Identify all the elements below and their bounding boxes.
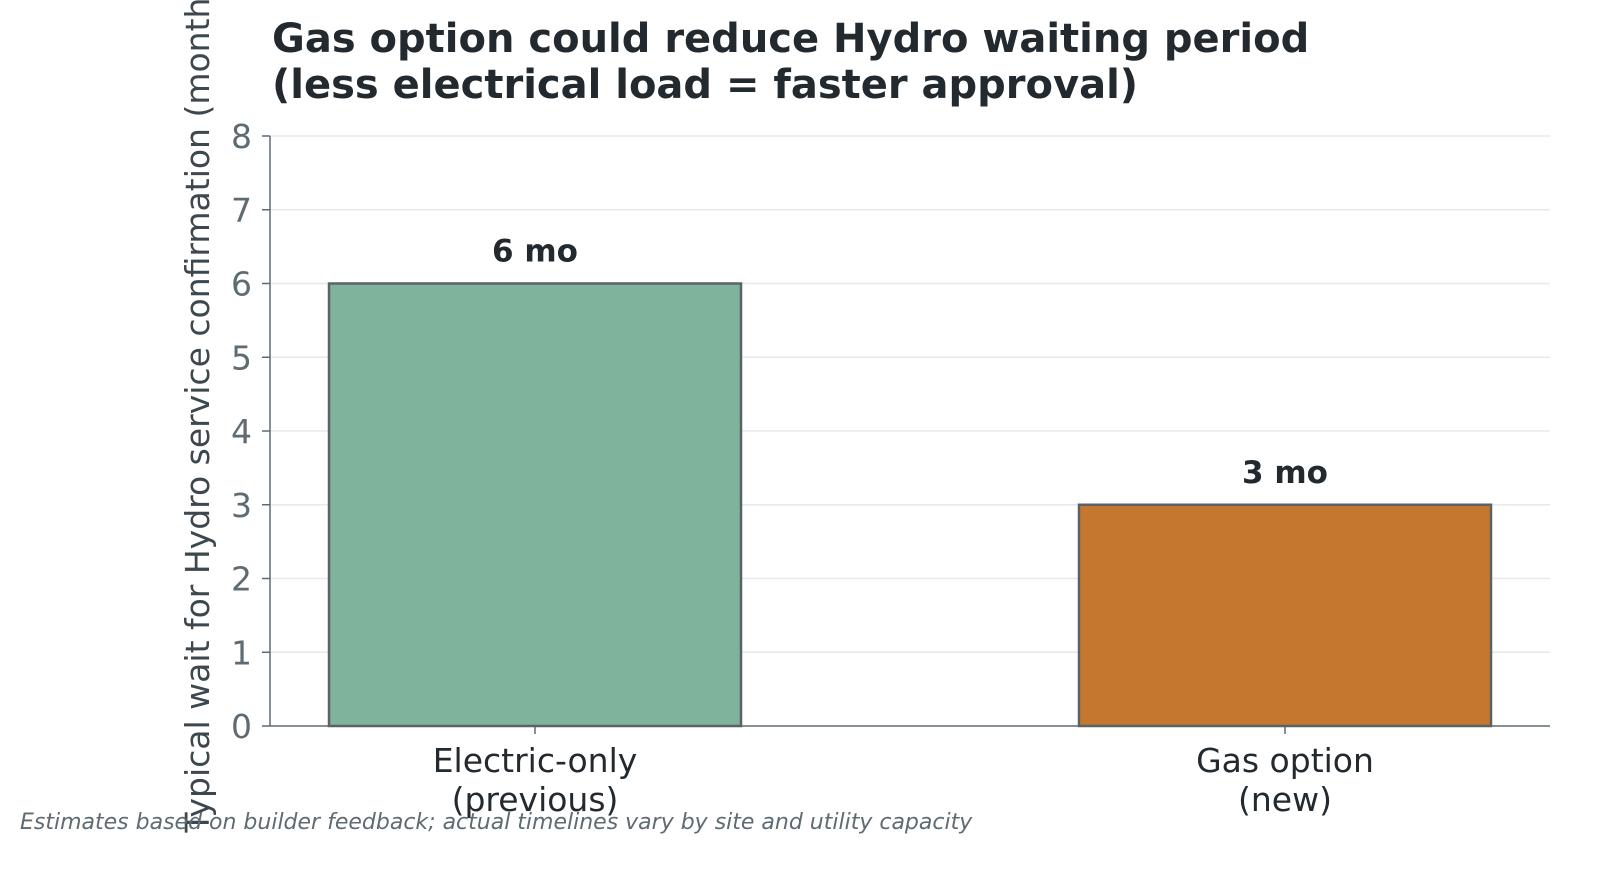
y-tick-label: 7 [231, 191, 252, 230]
footnote: Estimates based on builder feedback; act… [20, 810, 973, 835]
data-label: 3 mo [1242, 455, 1328, 491]
y-tick-label: 4 [231, 412, 252, 451]
x-tick-label: (new) [1238, 780, 1332, 819]
y-tick-label: 2 [231, 560, 252, 599]
bar [327, 282, 743, 728]
y-tick-label: 6 [231, 265, 252, 304]
x-tick-label: (previous) [452, 780, 619, 819]
axes: 0 1 2 3 4 5 6 7 8 [231, 117, 1550, 746]
y-tick-label: 5 [231, 338, 252, 377]
labels: 6 mo Electric-only(previous) 3 mo Gas optio… [433, 234, 1374, 820]
y-tick-label: 8 [231, 117, 252, 156]
y-tick-label: 3 [231, 486, 252, 525]
x-tick-label: Gas option [1196, 741, 1374, 780]
chart-title-line: (less electrical load = faster approval) [272, 62, 1138, 108]
x-tick-label: Electric-only [433, 741, 638, 780]
bars [327, 282, 1493, 728]
y-axis-label: Typical wait for Hydro service confirmat… [178, 0, 217, 834]
chart-title: Gas option could reduce Hydro waiting pe… [272, 16, 1309, 108]
data-label: 6 mo [492, 234, 578, 270]
chart-title-line: Gas option could reduce Hydro waiting pe… [272, 16, 1309, 62]
y-tick-label: 0 [231, 707, 252, 746]
y-tick-label: 1 [231, 633, 252, 672]
bar [1077, 503, 1493, 728]
